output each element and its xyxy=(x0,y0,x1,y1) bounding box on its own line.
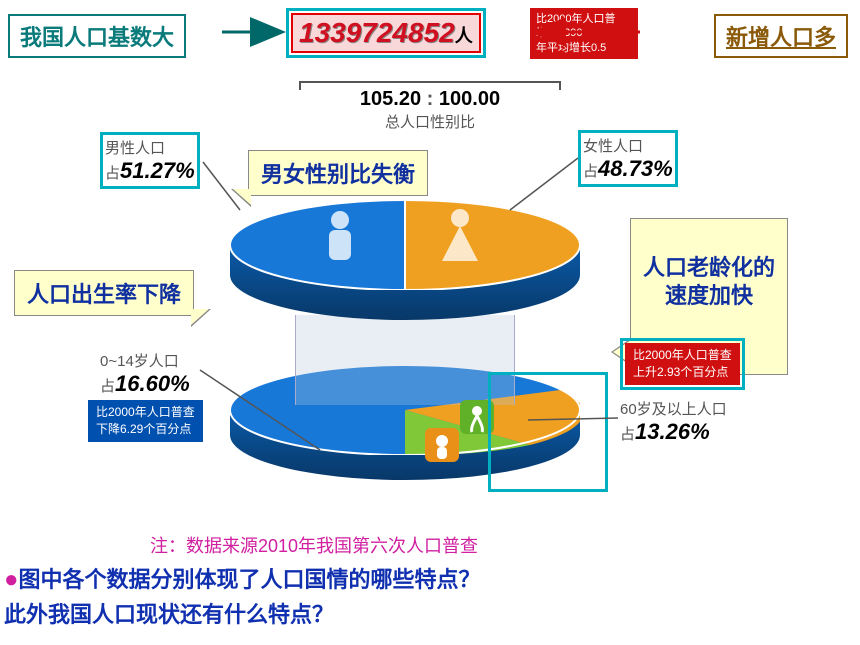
question-1: 图中各个数据分别体现了人口国情的哪些特点？ xyxy=(19,567,481,592)
banner-60-wrap: 比2000年人口普查 上升2.93个百分点 xyxy=(620,338,745,390)
bubble-birth-text: 人口出生率下降 xyxy=(27,282,181,307)
growth-banner-line2: 增加7390 xyxy=(536,26,632,40)
cylinder-chart xyxy=(205,180,605,520)
age-0-14-prefix: 占 xyxy=(100,378,115,395)
male-pct: 51.27 xyxy=(120,158,175,183)
sex-ratio: 105.20 : 100.00 总人口性别比 xyxy=(300,88,560,132)
growth-banner: 比2000年人口普 增加7390 年平均增长0.5 xyxy=(530,8,638,59)
ratio-label: 总人口性别比 xyxy=(300,111,560,132)
female-box: 女性人口 占48.73% xyxy=(578,130,678,187)
question-bullet: ● xyxy=(4,566,19,593)
callout-large-base: 我国人口基数大 xyxy=(8,14,186,58)
banner-60-l2: 上升2.93个百分点 xyxy=(633,364,732,381)
male-prefix: 占 xyxy=(105,165,120,182)
banner-60: 比2000年人口普查 上升2.93个百分点 xyxy=(625,343,740,385)
age-60-unit: % xyxy=(690,419,710,444)
male-unit: % xyxy=(175,158,195,183)
age-60-label: 60岁及以上人口 xyxy=(620,398,727,419)
callout-more-newborn-text: 新增人口多 xyxy=(726,25,836,50)
questions: ●图中各个数据分别体现了人口国情的哪些特点？ 此外我国人口现状还有什么特点？ xyxy=(4,562,481,631)
growth-banner-line3: 年平均增长0.5 xyxy=(536,41,632,55)
source-note: 注：数据来源2010年我国第六次人口普查 xyxy=(150,532,478,558)
total-population-inner: 1339724852人 xyxy=(291,13,481,53)
age-60-pct: 13.26 xyxy=(635,419,690,444)
ratio-right: 100.00 xyxy=(439,88,500,110)
total-population-box: 1339724852人 xyxy=(286,8,486,58)
age-60-prefix: 占 xyxy=(620,426,635,443)
age-0-14-label: 0~14岁人口 xyxy=(100,350,190,371)
ratio-sep: : xyxy=(427,88,434,110)
bubble-birth: 人口出生率下降 xyxy=(14,270,194,316)
female-prefix: 占 xyxy=(583,163,598,180)
female-label: 女性人口 xyxy=(583,135,673,156)
banner-60-l1: 比2000年人口普查 xyxy=(633,347,732,364)
callout-more-newborn: 新增人口多 xyxy=(714,14,848,58)
growth-banner-line1: 比2000年人口普 xyxy=(536,12,632,26)
banner-0-14-l1: 比2000年人口普查 xyxy=(96,404,195,421)
bubble-aging-text: 人口老龄化的 速度加快 xyxy=(643,255,775,309)
age-60-box: 60岁及以上人口 占13.26% xyxy=(620,398,727,445)
question-2: 此外我国人口现状还有什么特点？ xyxy=(4,598,481,631)
total-population-unit: 人 xyxy=(455,26,473,46)
age-0-14-pct: 16.60 xyxy=(115,371,170,396)
age-0-14-unit: % xyxy=(170,371,190,396)
bubble-gender: 男女性别比失衡 xyxy=(248,150,428,196)
female-pct: 48.73 xyxy=(598,156,653,181)
male-label: 男性人口 xyxy=(105,137,195,158)
banner-0-14-l2: 下降6.29个百分点 xyxy=(96,421,195,438)
callout-large-base-text: 我国人口基数大 xyxy=(20,25,174,50)
ratio-left: 105.20 xyxy=(360,88,421,110)
total-population-value: 1339724852 xyxy=(299,17,455,48)
male-box: 男性人口 占51.27% xyxy=(100,132,200,189)
bubble-gender-text: 男女性别比失衡 xyxy=(261,162,415,187)
banner-0-14: 比2000年人口普查 下降6.29个百分点 xyxy=(88,400,203,442)
age-0-14-box: 0~14岁人口 占16.60% xyxy=(100,350,190,397)
female-unit: % xyxy=(653,156,673,181)
